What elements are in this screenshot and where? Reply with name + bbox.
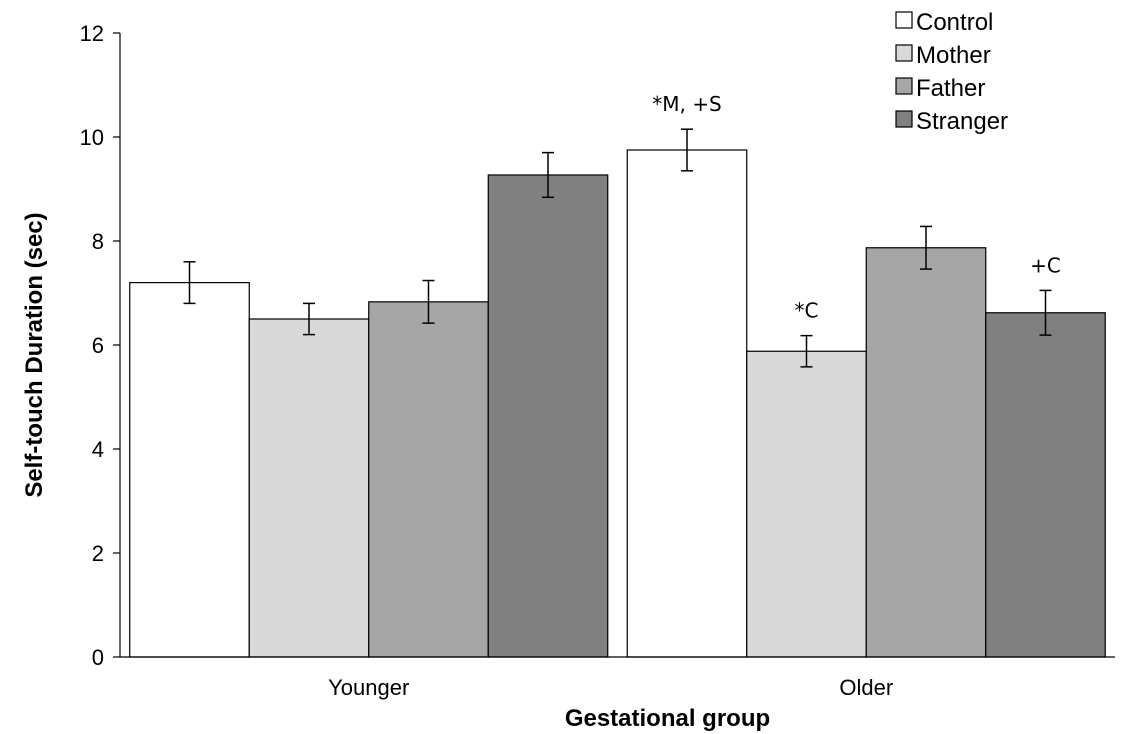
- x-axis-title: Gestational group: [565, 705, 770, 732]
- significance-annotation: *M, +S: [652, 92, 721, 116]
- y-tick-label: 12: [80, 21, 104, 46]
- bar-father-older: [865, 247, 987, 658]
- legend-swatch-stranger: [895, 110, 913, 128]
- y-tick-label: 2: [92, 541, 104, 566]
- y-tick-label: 4: [92, 437, 104, 462]
- significance-annotation: *C: [795, 299, 819, 323]
- bar-mother-older: [746, 350, 867, 658]
- bar-control-older: [626, 149, 748, 658]
- y-axis-title: Self-touch Duration (sec): [21, 212, 48, 497]
- legend-swatch-control: [895, 11, 913, 29]
- legend-label-mother: Mother: [916, 42, 991, 69]
- x-tick-labels: Younger Older: [328, 675, 893, 700]
- legend: Control Mother Father Stranger: [895, 9, 1008, 135]
- bar-stranger-younger: [487, 174, 609, 658]
- y-tick-label: 10: [80, 125, 104, 150]
- legend-label-stranger: Stranger: [916, 108, 1008, 135]
- y-tick-label: 0: [92, 645, 104, 670]
- axes: [113, 32, 1115, 658]
- bar-stranger-older: [985, 312, 1106, 658]
- bars: *M, +S *C +C: [129, 92, 1106, 658]
- y-tick-label: 6: [92, 333, 104, 358]
- y-tick-label: 8: [92, 229, 104, 254]
- bar-control-younger: [129, 282, 250, 658]
- bar-mother-younger: [248, 318, 370, 658]
- legend-swatch-father: [895, 77, 913, 95]
- y-tick-labels: 0 2 4 6 8 10 12: [80, 21, 104, 670]
- x-tick-label: Older: [839, 675, 893, 700]
- significance-annotation: +C: [1030, 253, 1061, 277]
- legend-swatch-mother: [895, 44, 913, 62]
- legend-label-control: Control: [916, 9, 993, 36]
- bar-father-younger: [368, 301, 489, 658]
- legend-label-father: Father: [916, 75, 985, 102]
- x-tick-label: Younger: [328, 675, 409, 700]
